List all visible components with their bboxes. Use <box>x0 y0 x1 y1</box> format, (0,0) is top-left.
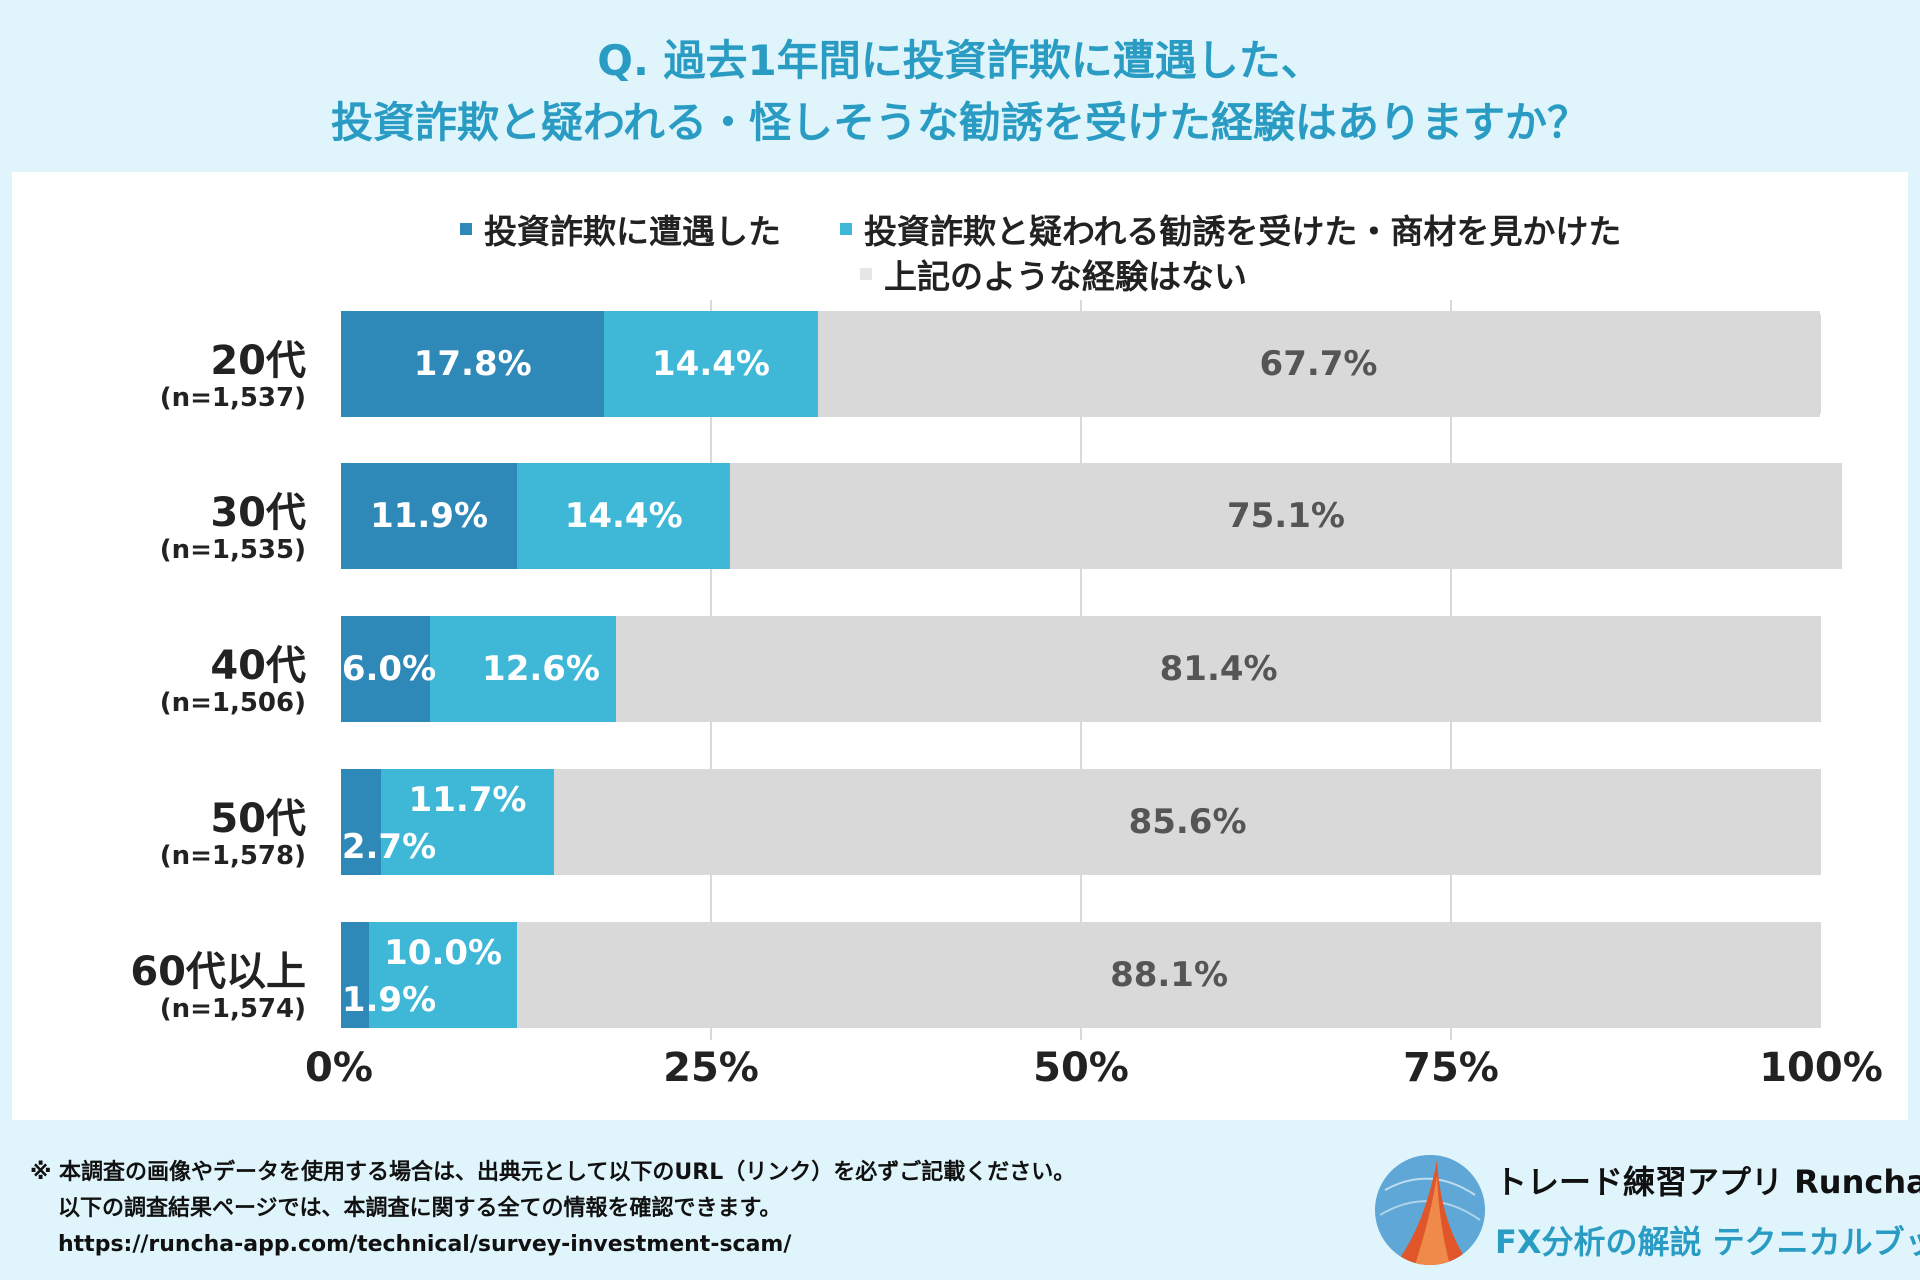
bar-segment <box>429 616 617 722</box>
footer-url[interactable]: https://runcha-app.com/technical/survey-… <box>58 1232 792 1257</box>
sample-size: (n=1,578) <box>159 841 306 871</box>
brand-tagline: FX分析の解説 テクニカルブック <box>1495 1223 1920 1261</box>
chart-title: Q. 過去1年間に投資詐欺に遭遇した、 投資詐欺と疑われる・怪しそうな勧誘を受け… <box>0 30 1920 154</box>
x-tick-label: 100% <box>1759 1045 1883 1091</box>
category-label: 60代以上 (n=1,574) <box>6 950 306 1024</box>
bar-segment <box>517 922 1821 1028</box>
data-label: 12.6% <box>482 649 601 689</box>
data-label: 17.8% <box>413 344 532 384</box>
category-label: 40代 (n=1,506) <box>6 644 306 718</box>
runcha-logo <box>1375 1155 1485 1265</box>
sample-size: (n=1,537) <box>159 383 306 413</box>
legend-item-2: 投資詐欺と疑われる勧誘を受けた・商材を見かけた <box>840 205 1621 253</box>
bar-segment <box>730 463 1842 569</box>
data-label: 1.9% <box>341 980 437 1020</box>
footer-line-1: ※ 本調査の画像やデータを使用する場合は、出典元として以下のURL（リンク）を必… <box>30 1160 1076 1185</box>
legend-item-3: 上記のような経験はない <box>860 250 1247 298</box>
sample-size: (n=1,535) <box>159 535 306 565</box>
age-group: 20代 <box>210 338 306 384</box>
data-label: 75.1% <box>1226 496 1345 536</box>
data-label: 67.7% <box>1259 344 1378 384</box>
footer-line-2: 以下の調査結果ページでは、本調査に関する全ての情報を確認できます。 <box>58 1196 782 1221</box>
x-tick-label: 25% <box>663 1045 759 1091</box>
bar-segment <box>341 769 381 875</box>
age-group: 30代 <box>210 490 306 536</box>
x-tick-label: 0% <box>305 1045 373 1091</box>
data-label: 10.0% <box>384 933 503 973</box>
brand-block: トレード練習アプリ Runcha FX分析の解説 テクニカルブック <box>1495 1158 1920 1266</box>
data-label: 14.4% <box>564 496 683 536</box>
bar-segment <box>380 769 555 875</box>
category-label: 20代 (n=1,537) <box>6 339 306 413</box>
legend-item-1: 投資詐欺に遭遇した <box>460 205 781 253</box>
legend-swatch <box>460 223 472 235</box>
x-tick-label: 75% <box>1403 1045 1499 1091</box>
bar-row <box>341 616 1821 722</box>
age-group: 40代 <box>210 643 306 689</box>
category-label: 30代 (n=1,535) <box>6 491 306 565</box>
data-label: 11.9% <box>370 496 489 536</box>
legend-label: 投資詐欺と疑われる勧誘を受けた・商材を見かけた <box>864 212 1622 251</box>
legend-label: 上記のような経験はない <box>884 257 1247 296</box>
bar-segment <box>369 922 518 1028</box>
data-label: 11.7% <box>408 780 527 820</box>
footer-note: ※ 本調査の画像やデータを使用する場合は、出典元として以下のURL（リンク）を必… <box>30 1155 1075 1263</box>
bar-segment <box>341 463 518 569</box>
bar-segment <box>341 311 605 417</box>
bar-segment <box>517 463 731 569</box>
bar-row <box>341 311 1821 417</box>
data-label: 85.6% <box>1128 802 1247 842</box>
x-tick-label: 50% <box>1033 1045 1129 1091</box>
sample-size: (n=1,506) <box>159 688 306 718</box>
bar-segment <box>341 616 430 722</box>
sample-size: (n=1,574) <box>159 994 306 1024</box>
age-group: 60代以上 <box>130 949 306 995</box>
bar-segment <box>817 311 1820 417</box>
data-label: 88.1% <box>1110 955 1229 995</box>
bar-row <box>341 463 1842 569</box>
data-label: 81.4% <box>1159 649 1278 689</box>
age-group: 50代 <box>210 796 306 842</box>
legend-label: 投資詐欺に遭遇した <box>484 212 781 251</box>
title-line-1: Q. 過去1年間に投資詐欺に遭遇した、 <box>597 36 1323 85</box>
bar-segment <box>554 769 1821 875</box>
bar-row <box>341 769 1821 875</box>
bar-segment <box>616 616 1821 722</box>
bar-segment <box>341 922 370 1028</box>
data-label: 2.7% <box>341 827 437 867</box>
brand-name: トレード練習アプリ Runcha <box>1495 1163 1920 1201</box>
legend-swatch <box>860 268 872 280</box>
title-line-2: 投資詐欺と疑われる・怪しそうな勧誘を受けた経験はありますか？ <box>331 98 1589 147</box>
category-label: 50代 (n=1,578) <box>6 797 306 871</box>
data-label: 6.0% <box>341 649 437 689</box>
bar-segment <box>604 311 818 417</box>
data-label: 14.4% <box>652 344 770 384</box>
bar-row <box>341 922 1821 1028</box>
legend-swatch <box>840 223 852 235</box>
